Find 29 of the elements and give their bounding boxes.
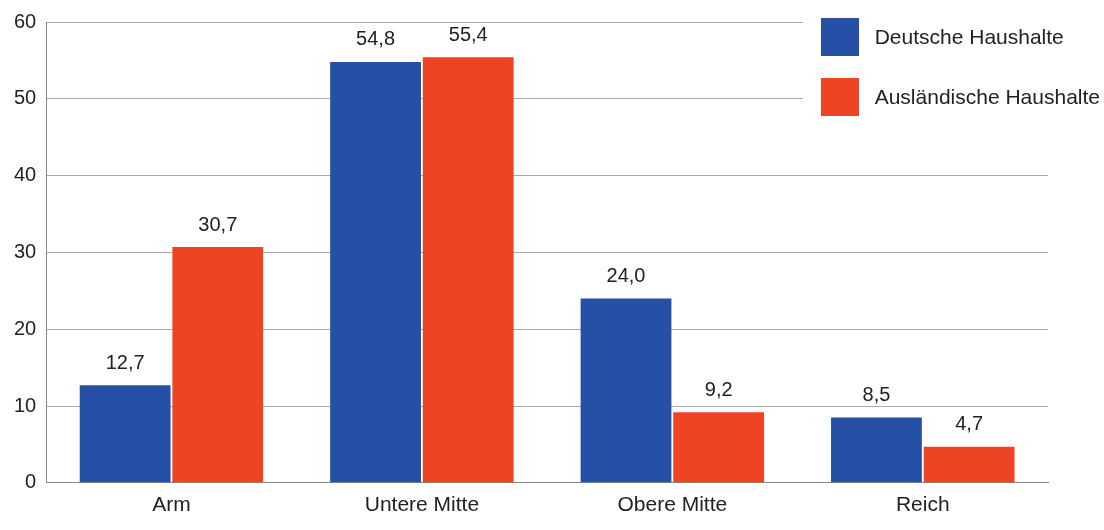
bar bbox=[923, 446, 1015, 483]
data-label: 9,2 bbox=[704, 377, 733, 400]
x-tick-label: Arm bbox=[152, 492, 191, 516]
data-label: 54,8 bbox=[356, 27, 396, 50]
bar bbox=[580, 298, 672, 483]
data-label: 55,4 bbox=[448, 22, 488, 45]
legend-label: Deutsche Haushalte bbox=[874, 25, 1064, 49]
bar bbox=[422, 57, 514, 483]
x-tick-label: Untere Mitte bbox=[364, 492, 480, 516]
data-label: 4,7 bbox=[955, 412, 984, 435]
y-tick-label: 50 bbox=[14, 86, 37, 109]
y-tick-label: 0 bbox=[25, 470, 37, 493]
bar bbox=[673, 412, 765, 483]
data-label: 30,7 bbox=[198, 212, 238, 235]
bar bbox=[330, 61, 421, 483]
data-label: 12,7 bbox=[105, 350, 145, 373]
y-tick-label: 10 bbox=[14, 393, 37, 416]
y-tick-label: 60 bbox=[14, 9, 37, 32]
x-tick-label: Obere Mitte bbox=[617, 492, 728, 516]
data-label: 24,0 bbox=[606, 264, 646, 286]
bar bbox=[831, 417, 922, 483]
bar bbox=[172, 247, 264, 483]
bar bbox=[79, 385, 171, 483]
y-tick-label: 30 bbox=[14, 239, 37, 262]
x-tick-label: Reich bbox=[895, 492, 950, 516]
y-tick-label: 40 bbox=[14, 163, 37, 186]
legend-label: Ausländische Haushalte bbox=[874, 85, 1100, 109]
data-label: 8,5 bbox=[862, 383, 891, 406]
y-tick-label: 20 bbox=[14, 316, 37, 339]
